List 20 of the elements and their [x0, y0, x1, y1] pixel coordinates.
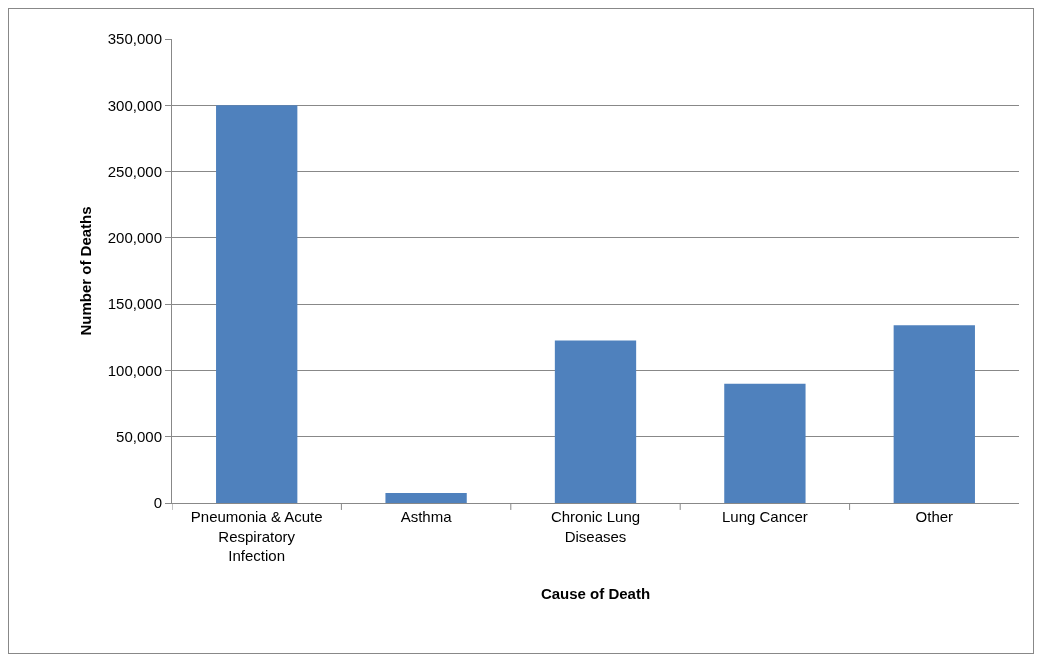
x-tick-label: Lung Cancer: [721, 508, 808, 525]
y-tick-label: 150,000: [107, 295, 162, 313]
x-tick-label: Chronic Lung Diseases: [550, 508, 641, 545]
y-tick-label: 200,000: [107, 229, 162, 247]
y-axis-title: Number of Deaths: [77, 206, 95, 336]
x-tick-label: Pneumonia & Acute Respiratory Infection: [190, 508, 323, 564]
x-tick-label: Other: [915, 508, 954, 525]
bar: [385, 493, 467, 503]
y-tick-label: 0: [153, 494, 162, 512]
y-tick-label: 100,000: [107, 361, 162, 379]
bar: [724, 383, 806, 503]
y-tick-label: 350,000: [107, 30, 162, 48]
y-tick-label: 50,000: [116, 427, 162, 445]
y-tick-label: 300,000: [107, 96, 162, 114]
bar: [893, 325, 975, 503]
bar: [554, 340, 637, 503]
x-tick-label: Asthma: [400, 508, 453, 525]
bar: [216, 105, 298, 503]
x-axis-title: Cause of Death: [540, 585, 651, 602]
y-tick-label: 250,000: [107, 162, 162, 180]
